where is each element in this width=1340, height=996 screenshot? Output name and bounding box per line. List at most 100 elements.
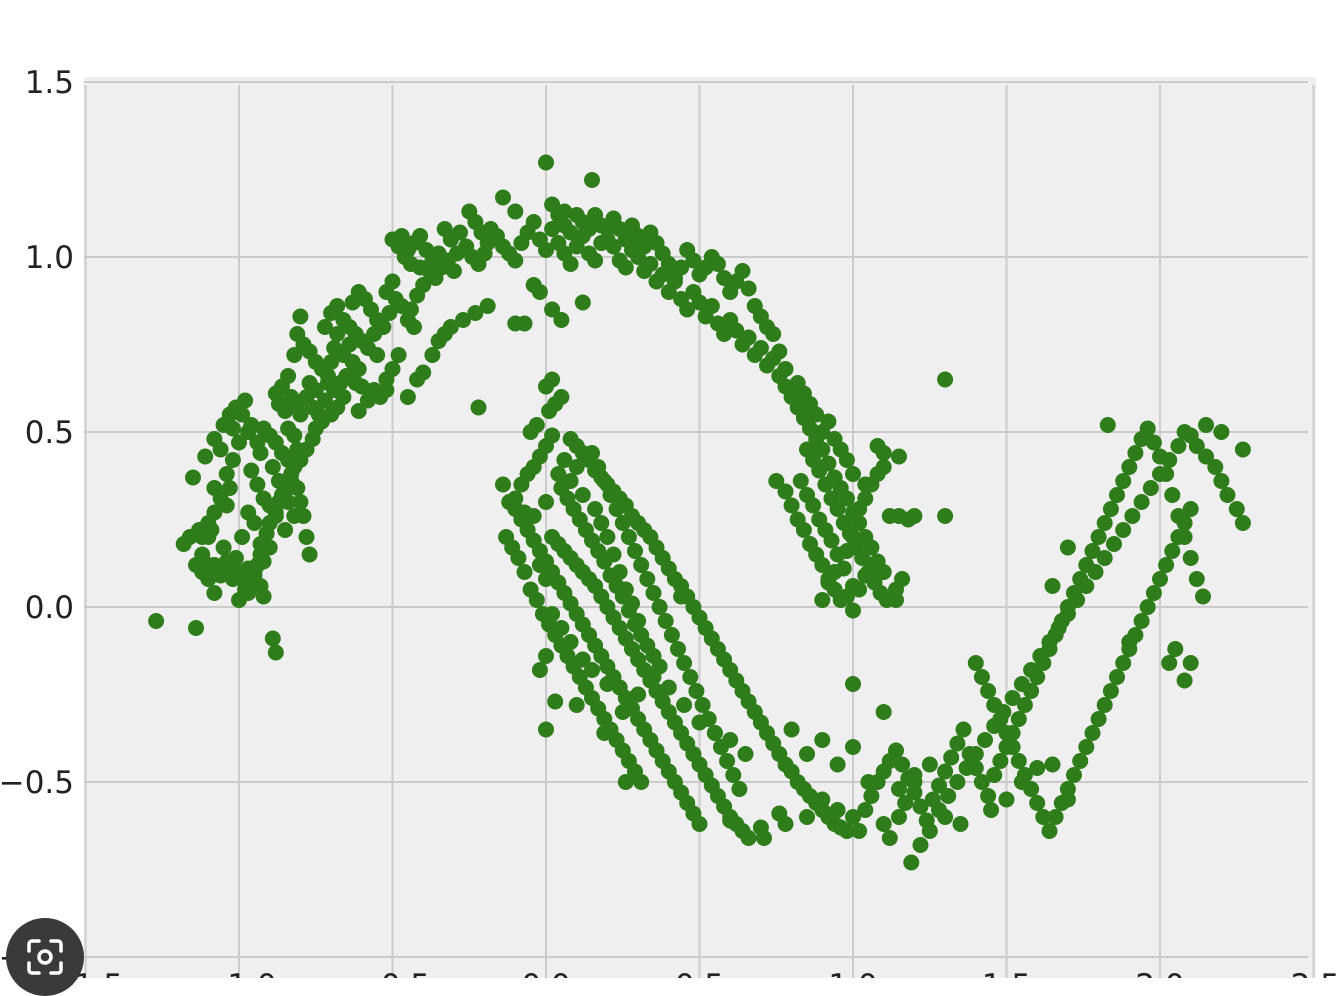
data-point [891, 448, 907, 465]
data-point [538, 721, 554, 738]
data-point [350, 403, 367, 419]
data-point [1121, 634, 1138, 650]
data-point [639, 571, 656, 587]
data-point [1096, 697, 1113, 713]
data-point [1059, 539, 1076, 556]
data-point [556, 203, 573, 220]
data-point [206, 504, 223, 521]
data-point [657, 613, 674, 629]
data-point [1035, 809, 1052, 825]
data-point [1029, 795, 1046, 811]
data-point [814, 424, 831, 440]
data-point [937, 508, 954, 524]
lens-icon [27, 939, 63, 975]
data-point [931, 777, 947, 794]
data-point [691, 266, 708, 283]
data-point [531, 557, 548, 573]
data-point [906, 508, 923, 524]
data-point [1188, 438, 1205, 454]
data-point [1182, 550, 1199, 566]
data-point [1032, 648, 1049, 664]
data-point [682, 669, 699, 685]
data-point [983, 802, 1000, 818]
data-point [602, 487, 619, 503]
data-point [624, 217, 640, 234]
lens-button[interactable] [6, 918, 84, 996]
data-point [783, 721, 800, 738]
data-point [814, 592, 831, 608]
data-point [940, 788, 957, 804]
data-point [227, 399, 244, 416]
data-point [237, 581, 254, 598]
data-point [1016, 697, 1033, 713]
data-point [1198, 448, 1214, 465]
data-point [587, 252, 604, 269]
data-point [716, 270, 733, 286]
data-point [243, 462, 260, 479]
data-point [1013, 774, 1030, 790]
data-point [777, 483, 794, 500]
data-point [1047, 809, 1064, 825]
data-point [1066, 767, 1082, 783]
data-point [642, 224, 659, 241]
data-point [783, 497, 800, 514]
data-point [1234, 441, 1251, 458]
data-point [605, 546, 622, 563]
data-point [1133, 494, 1150, 510]
data-point [1010, 711, 1027, 727]
data-point [857, 490, 874, 507]
data-point [1004, 739, 1021, 755]
data-point [845, 739, 861, 755]
data-point [660, 679, 677, 696]
data-point [845, 809, 861, 825]
data-point [538, 648, 554, 664]
data-point [645, 669, 662, 685]
data-point [719, 753, 736, 769]
data-point [1121, 459, 1138, 475]
data-point [937, 809, 954, 825]
data-point [673, 588, 690, 605]
data-point [817, 476, 834, 493]
data-point [998, 791, 1015, 808]
data-point [1139, 599, 1156, 615]
data-point [568, 207, 585, 223]
data-point [829, 756, 846, 773]
data-point [442, 319, 459, 335]
y-tick-label: 0.0 [25, 590, 74, 626]
data-point [630, 613, 647, 629]
data-point [1004, 690, 1021, 706]
data-point [292, 494, 309, 510]
data-point [863, 539, 880, 556]
data-point [568, 697, 585, 713]
data-point [584, 662, 600, 678]
data-point [645, 585, 662, 601]
data-point [1059, 606, 1076, 622]
data-point [1102, 501, 1119, 517]
data-point [495, 189, 511, 206]
data-point [467, 305, 484, 321]
data-point [215, 539, 232, 556]
data-point [531, 662, 548, 678]
data-point [912, 798, 929, 815]
data-point [1188, 571, 1205, 587]
data-point [826, 431, 843, 447]
x-tick-label: 1.5 [982, 968, 1031, 978]
data-point [528, 592, 545, 608]
data-point [1170, 529, 1187, 545]
data-point [777, 361, 794, 377]
data-point [1115, 473, 1132, 489]
data-point [415, 364, 432, 381]
data-point [445, 263, 462, 279]
data-point [516, 564, 533, 580]
data-point [544, 221, 561, 237]
data-point [1133, 613, 1150, 629]
data-point [799, 809, 815, 825]
data-point [528, 417, 545, 433]
data-point [937, 763, 954, 780]
data-point [507, 252, 524, 269]
data-point [507, 203, 524, 220]
data-point [596, 725, 613, 741]
data-point [1072, 753, 1089, 769]
data-point [1234, 515, 1251, 531]
